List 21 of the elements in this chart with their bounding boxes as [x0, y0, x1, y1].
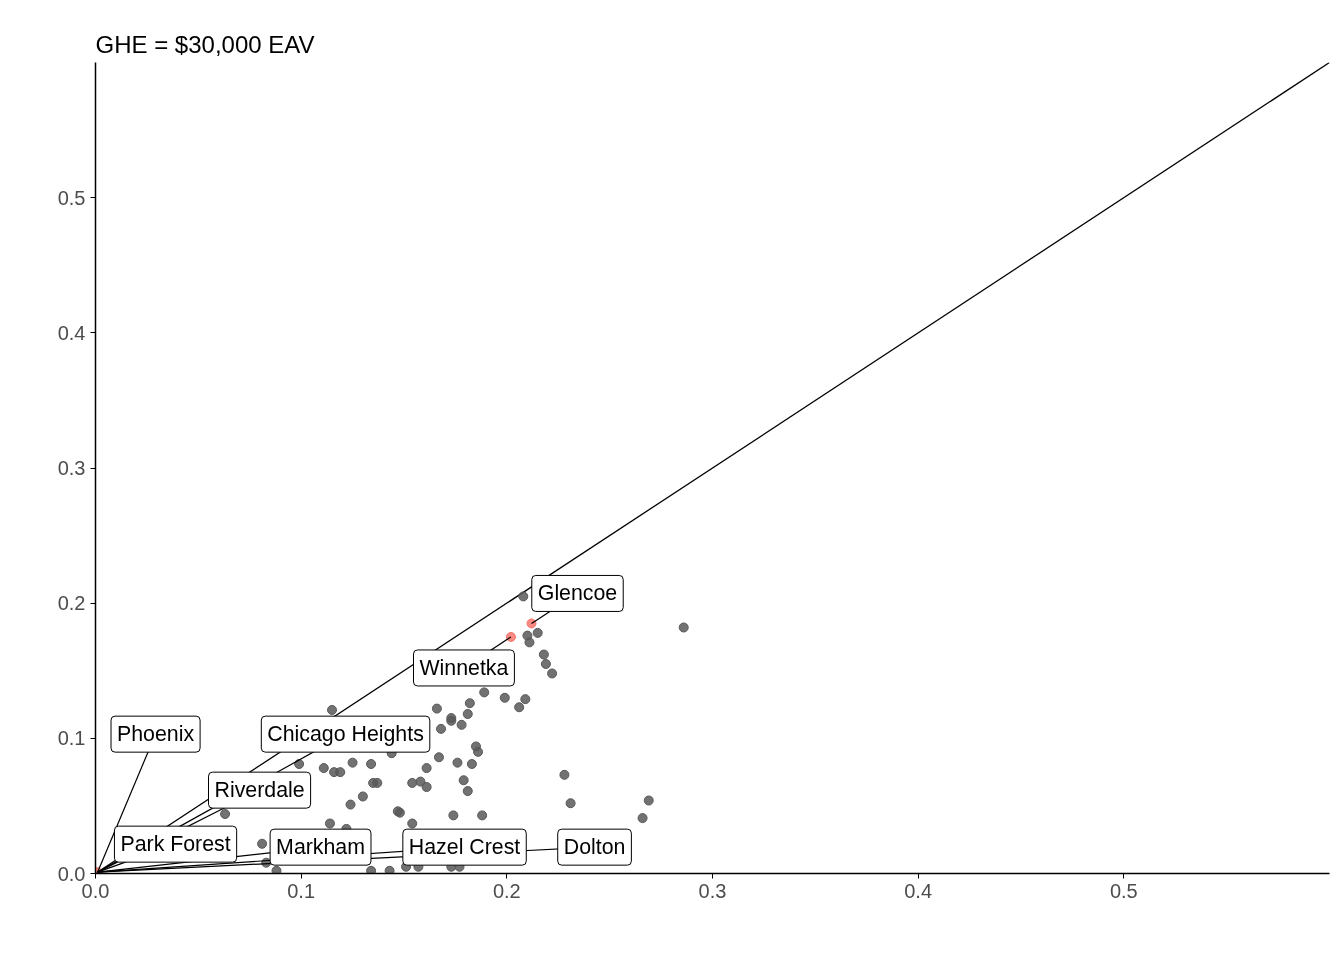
annotation: Phoenix: [117, 722, 195, 747]
x-tick-label: 0.3: [698, 879, 727, 902]
annotation: Park Forest: [120, 832, 231, 857]
annotation: Riverdale: [214, 778, 305, 803]
annotation: Chicago Heights: [267, 722, 424, 747]
annotation: Winnetka: [419, 655, 509, 680]
y-tick-label: 0.0: [57, 862, 86, 885]
x-tick-label: 0.5: [1109, 879, 1138, 902]
y-tick-label: 0.1: [57, 727, 86, 750]
x-tick-label: 0.1: [287, 879, 316, 902]
annotation: Markham: [276, 835, 366, 860]
x-tick-label: 0.4: [904, 879, 933, 902]
y-tick-label: 0.3: [57, 457, 86, 479]
annotation: Glencoe: [537, 581, 618, 606]
chart-title: GHE = $30,000 EAV: [95, 30, 315, 58]
annotation: Dolton: [563, 835, 626, 860]
y-tick-label: 0.2: [57, 592, 86, 615]
y-tick-label: 0.5: [57, 186, 86, 209]
annotation: Hazel Crest: [408, 835, 521, 860]
y-tick-label: 0.4: [57, 321, 86, 344]
x-tick-label: 0.2: [492, 879, 521, 902]
